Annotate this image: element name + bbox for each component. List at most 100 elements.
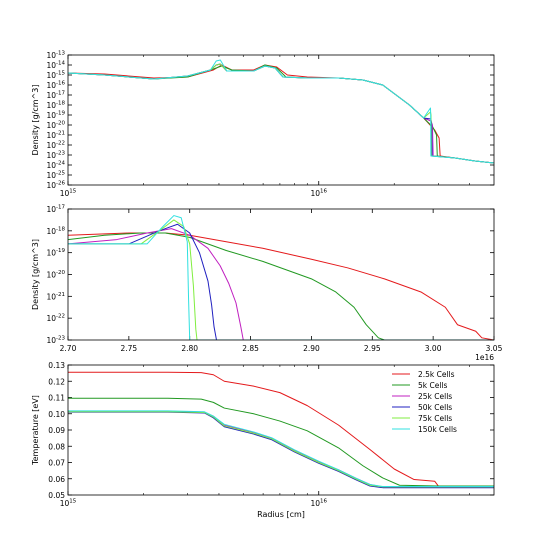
y-tick-label: 10-14 bbox=[46, 61, 65, 71]
y-tick-label: 0.11 bbox=[48, 394, 65, 403]
y-tick-label-exponent: -14 bbox=[56, 61, 65, 67]
y-tick-label: 0.13 bbox=[48, 361, 65, 370]
y-tick-label-exponent: -21 bbox=[56, 292, 65, 298]
y-tick-label: 10-16 bbox=[46, 81, 65, 91]
y-tick-label-base: 10 bbox=[46, 151, 56, 160]
x-tick-label: 1015 bbox=[60, 189, 77, 199]
y-tick-label-base: 10 bbox=[46, 91, 56, 100]
y-tick-label-exponent: -18 bbox=[56, 226, 65, 232]
y-tick-label-base: 10 bbox=[46, 271, 56, 280]
y-tick-label: 10-21 bbox=[46, 292, 65, 302]
x-tick-label: 3.00 bbox=[425, 344, 442, 353]
x-tick-label-exponent: 16 bbox=[320, 189, 327, 195]
y-tick-label: 10-19 bbox=[46, 248, 65, 258]
y-tick-label-exponent: -23 bbox=[56, 151, 65, 157]
series-line-2-5k-cells bbox=[68, 64, 494, 164]
y-tick-label-exponent: -17 bbox=[56, 91, 65, 97]
y-tick-label: 10-18 bbox=[46, 101, 65, 111]
y-tick-label: 10-21 bbox=[46, 131, 65, 141]
y-axis-label: Density [g/cm^3] bbox=[31, 239, 40, 310]
y-tick-label: 10-13 bbox=[46, 51, 65, 61]
y-tick-label: 10-19 bbox=[46, 111, 65, 121]
series-line-150k-cells bbox=[68, 59, 494, 164]
series-line-5k-cells bbox=[68, 397, 494, 487]
series-line-75k-cells bbox=[68, 219, 494, 340]
y-tick-label-base: 10 bbox=[46, 161, 56, 170]
legend-label: 5k Cells bbox=[418, 381, 448, 390]
y-tick-label: 10-20 bbox=[46, 121, 65, 131]
x-tick-label: 2.95 bbox=[364, 344, 381, 353]
series-group bbox=[68, 371, 494, 489]
x-tick-label: 2.90 bbox=[303, 344, 320, 353]
series-line-25k-cells bbox=[68, 228, 494, 340]
y-tick-label: 10-24 bbox=[46, 161, 65, 171]
x-offset-text: 1e16 bbox=[475, 353, 494, 362]
x-tick-label: 2.70 bbox=[60, 344, 77, 353]
y-tick-label-base: 10 bbox=[46, 314, 56, 323]
x-tick-label-base: 10 bbox=[310, 499, 320, 508]
y-tick-label-base: 10 bbox=[46, 292, 56, 301]
y-tick-label: 10-26 bbox=[46, 181, 65, 191]
y-tick-label-exponent: -15 bbox=[56, 71, 65, 77]
y-tick-label: 10-22 bbox=[46, 314, 65, 324]
x-tick-label: 1015 bbox=[60, 499, 77, 509]
density-panel-full-range: 1015 101610-1310-1410-1510-1610-1710-1810… bbox=[31, 51, 495, 199]
x-tick-label: 2.75 bbox=[121, 344, 138, 353]
y-tick-label: 10-23 bbox=[46, 151, 65, 161]
y-tick-label: 10-22 bbox=[46, 141, 65, 151]
x-tick-label-exponent: 16 bbox=[320, 499, 327, 505]
series-line-150k-cells bbox=[68, 215, 494, 340]
y-tick-label-base: 10 bbox=[46, 71, 56, 80]
y-tick-label: 10-25 bbox=[46, 171, 65, 181]
y-tick-label-exponent: -16 bbox=[56, 81, 65, 87]
y-tick-label-exponent: -19 bbox=[56, 248, 65, 254]
x-tick-label-base: 10 bbox=[60, 499, 70, 508]
x-tick-label: 3.05 bbox=[486, 344, 503, 353]
y-tick-label-exponent: -13 bbox=[56, 51, 65, 57]
y-tick-label-base: 10 bbox=[46, 205, 56, 214]
y-tick-label-exponent: -26 bbox=[56, 181, 65, 187]
x-axis-label: Radius [cm] bbox=[257, 510, 305, 519]
y-tick-label-base: 10 bbox=[46, 81, 56, 90]
y-tick-label: 10-20 bbox=[46, 270, 65, 280]
y-tick-label: 10-18 bbox=[46, 226, 65, 236]
temperature-panel: 1015 10160.130.120.110.100.090.080.070.06… bbox=[31, 361, 495, 519]
y-tick-label-exponent: -20 bbox=[56, 270, 65, 276]
series-line-150k-cells bbox=[68, 410, 494, 488]
y-tick-label-exponent: -17 bbox=[56, 205, 65, 211]
legend: 2.5k Cells 5k Cells 25k Cells 50k Cells 75k … bbox=[392, 370, 457, 434]
x-tick-label: 2.80 bbox=[181, 344, 198, 353]
y-tick-label-exponent: -20 bbox=[56, 121, 65, 127]
x-tick-label: 2.85 bbox=[242, 344, 259, 353]
y-tick-label: 0.06 bbox=[48, 475, 65, 484]
x-tick-label-exponent: 15 bbox=[69, 499, 76, 505]
y-tick-label-exponent: -24 bbox=[56, 161, 65, 167]
y-tick-label-base: 10 bbox=[46, 181, 56, 190]
y-tick-label-base: 10 bbox=[46, 61, 56, 70]
y-axis-label: Temperature [eV] bbox=[31, 395, 40, 466]
y-tick-label-exponent: -18 bbox=[56, 101, 65, 107]
y-tick-label: 0.12 bbox=[48, 377, 65, 386]
axes-frame bbox=[67, 54, 495, 186]
series-group bbox=[68, 59, 494, 164]
y-tick-label-base: 10 bbox=[46, 336, 56, 345]
y-tick-label-exponent: -22 bbox=[56, 314, 65, 320]
x-tick-label-base: 10 bbox=[310, 189, 320, 198]
y-tick-label-base: 10 bbox=[46, 101, 56, 110]
y-tick-label-base: 10 bbox=[46, 121, 56, 130]
y-tick-label: 10-15 bbox=[46, 71, 65, 81]
y-tick-label: 0.08 bbox=[48, 442, 65, 451]
y-tick-label: 10-17 bbox=[46, 91, 65, 101]
axes-frame bbox=[67, 208, 495, 341]
series-line-2-5k-cells bbox=[68, 232, 494, 340]
y-tick-label: 0.05 bbox=[48, 491, 65, 500]
y-tick-label: 10-17 bbox=[46, 205, 65, 215]
y-tick-label-base: 10 bbox=[46, 131, 56, 140]
series-group bbox=[68, 215, 494, 340]
axes-frame bbox=[67, 364, 495, 496]
y-tick-label-base: 10 bbox=[46, 249, 56, 258]
y-tick-label-base: 10 bbox=[46, 111, 56, 120]
y-tick-label: 0.10 bbox=[48, 410, 65, 419]
legend-label: 50k Cells bbox=[418, 403, 452, 412]
